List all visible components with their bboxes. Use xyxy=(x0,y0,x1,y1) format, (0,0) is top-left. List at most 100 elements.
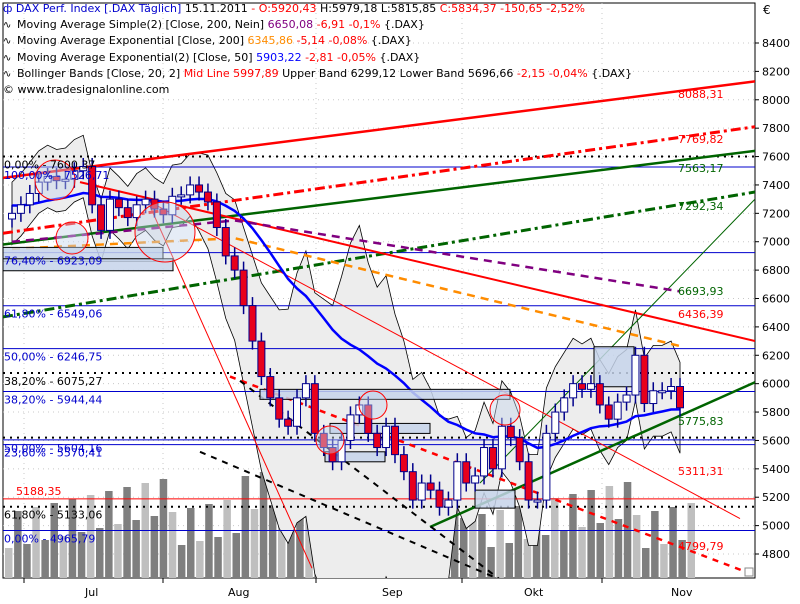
candle[interactable] xyxy=(43,175,52,183)
candle[interactable] xyxy=(177,194,186,198)
candle[interactable] xyxy=(346,414,355,441)
candle[interactable] xyxy=(114,198,123,209)
candle[interactable] xyxy=(248,305,257,342)
candle[interactable] xyxy=(631,354,640,396)
highlight-circle[interactable] xyxy=(55,221,89,255)
highlight-circle[interactable] xyxy=(489,394,521,426)
trend-line[interactable] xyxy=(149,206,313,569)
volume-bar xyxy=(660,544,668,578)
sma200-line[interactable] xyxy=(11,219,681,293)
candle[interactable] xyxy=(506,425,515,439)
candle[interactable] xyxy=(301,383,310,399)
candle[interactable] xyxy=(52,175,61,182)
resize-handle[interactable] xyxy=(744,567,754,577)
highlight-circle[interactable] xyxy=(34,159,76,201)
candle[interactable] xyxy=(551,411,560,434)
candle[interactable] xyxy=(61,178,70,182)
candle[interactable] xyxy=(319,432,328,449)
zone-box[interactable] xyxy=(329,422,431,434)
trend-line[interactable] xyxy=(3,80,755,180)
candle[interactable] xyxy=(622,394,631,403)
candle[interactable] xyxy=(542,432,551,501)
candle[interactable] xyxy=(8,212,16,220)
candle[interactable] xyxy=(408,471,417,501)
candle[interactable] xyxy=(293,397,302,427)
candle[interactable] xyxy=(212,201,221,229)
candle[interactable] xyxy=(515,437,524,463)
candle[interactable] xyxy=(168,195,177,216)
highlight-circle[interactable] xyxy=(358,390,388,420)
candle[interactable] xyxy=(310,383,319,434)
candle[interactable] xyxy=(462,461,471,484)
candle[interactable] xyxy=(159,208,168,216)
candle[interactable] xyxy=(132,204,141,219)
candle[interactable] xyxy=(382,425,391,449)
candle[interactable] xyxy=(676,386,684,409)
support-label: 5188,35 xyxy=(16,485,62,498)
candle[interactable] xyxy=(266,376,275,399)
candle[interactable] xyxy=(604,404,613,420)
zone-box[interactable] xyxy=(474,489,516,509)
candle[interactable] xyxy=(88,165,97,206)
candle[interactable] xyxy=(586,383,595,390)
candle[interactable] xyxy=(203,191,212,203)
candle[interactable] xyxy=(186,184,195,196)
trend-line[interactable] xyxy=(479,198,755,484)
candle[interactable] xyxy=(221,227,230,257)
candle[interactable] xyxy=(16,204,25,214)
highlight-circle[interactable] xyxy=(315,425,345,455)
candle[interactable] xyxy=(453,461,462,501)
candle[interactable] xyxy=(239,269,248,307)
candle[interactable] xyxy=(373,432,382,449)
ema200-line[interactable] xyxy=(11,236,681,348)
zone-box[interactable] xyxy=(3,258,174,272)
candle[interactable] xyxy=(488,447,497,470)
candle[interactable] xyxy=(25,192,34,206)
candle[interactable] xyxy=(578,383,587,390)
trend-line[interactable] xyxy=(3,149,755,246)
volume-bar xyxy=(487,547,495,578)
candle[interactable] xyxy=(105,198,114,231)
candle[interactable] xyxy=(444,499,453,508)
candle[interactable] xyxy=(640,354,649,405)
candle[interactable] xyxy=(524,461,533,501)
y-tick-label: 8200 xyxy=(762,65,790,78)
trend-line[interactable] xyxy=(3,190,755,319)
candle[interactable] xyxy=(284,418,293,427)
candle[interactable] xyxy=(399,454,408,473)
candle[interactable] xyxy=(649,390,658,405)
candle[interactable] xyxy=(230,255,239,271)
candle[interactable] xyxy=(658,390,667,394)
candle[interactable] xyxy=(328,447,337,463)
candle[interactable] xyxy=(390,425,399,456)
candle[interactable] xyxy=(435,489,444,508)
candle[interactable] xyxy=(257,340,266,378)
candle[interactable] xyxy=(275,397,284,420)
zone-box[interactable] xyxy=(324,451,386,463)
candle[interactable] xyxy=(79,165,88,172)
candle[interactable] xyxy=(569,383,578,399)
candle[interactable] xyxy=(417,482,426,501)
highlight-circle[interactable] xyxy=(134,201,196,263)
candle[interactable] xyxy=(560,397,569,413)
candle[interactable] xyxy=(595,383,604,406)
candle[interactable] xyxy=(471,475,480,484)
zone-box[interactable] xyxy=(259,388,511,400)
x-tick-label: Okt xyxy=(524,586,544,599)
ema50-line[interactable] xyxy=(11,191,681,450)
candle[interactable] xyxy=(141,198,150,206)
candle[interactable] xyxy=(533,499,542,503)
candle[interactable] xyxy=(480,447,489,477)
candle[interactable] xyxy=(426,482,435,491)
candle[interactable] xyxy=(34,181,43,194)
y-tick-label: 5600 xyxy=(762,434,790,447)
candle[interactable] xyxy=(497,425,506,470)
candle[interactable] xyxy=(667,386,676,392)
candle[interactable] xyxy=(195,184,204,193)
candle[interactable] xyxy=(613,401,622,420)
candle[interactable] xyxy=(97,204,106,231)
candle[interactable] xyxy=(123,207,132,219)
trend-line[interactable] xyxy=(149,201,741,519)
